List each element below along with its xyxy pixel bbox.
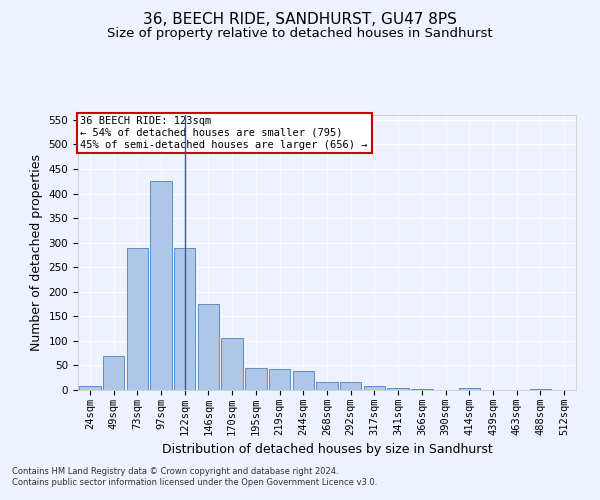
Text: 36 BEECH RIDE: 123sqm
← 54% of detached houses are smaller (795)
45% of semi-det: 36 BEECH RIDE: 123sqm ← 54% of detached … — [80, 116, 368, 150]
Bar — [151, 182, 172, 390]
Y-axis label: Number of detached properties: Number of detached properties — [30, 154, 43, 351]
Bar — [79, 386, 101, 390]
Bar — [340, 382, 361, 390]
Bar — [103, 356, 124, 390]
Bar — [316, 382, 338, 390]
Bar — [174, 248, 196, 390]
Bar — [198, 304, 219, 390]
Bar — [269, 370, 290, 390]
Bar — [221, 338, 243, 390]
Text: Contains HM Land Registry data © Crown copyright and database right 2024.
Contai: Contains HM Land Registry data © Crown c… — [12, 468, 377, 487]
Bar — [364, 386, 385, 390]
Bar — [388, 388, 409, 390]
Bar — [458, 388, 480, 390]
Text: Size of property relative to detached houses in Sandhurst: Size of property relative to detached ho… — [107, 28, 493, 40]
Bar — [293, 372, 314, 390]
Bar — [530, 388, 551, 390]
Bar — [411, 389, 433, 390]
Text: 36, BEECH RIDE, SANDHURST, GU47 8PS: 36, BEECH RIDE, SANDHURST, GU47 8PS — [143, 12, 457, 28]
Text: Distribution of detached houses by size in Sandhurst: Distribution of detached houses by size … — [161, 442, 493, 456]
Bar — [127, 248, 148, 390]
Bar — [245, 368, 266, 390]
